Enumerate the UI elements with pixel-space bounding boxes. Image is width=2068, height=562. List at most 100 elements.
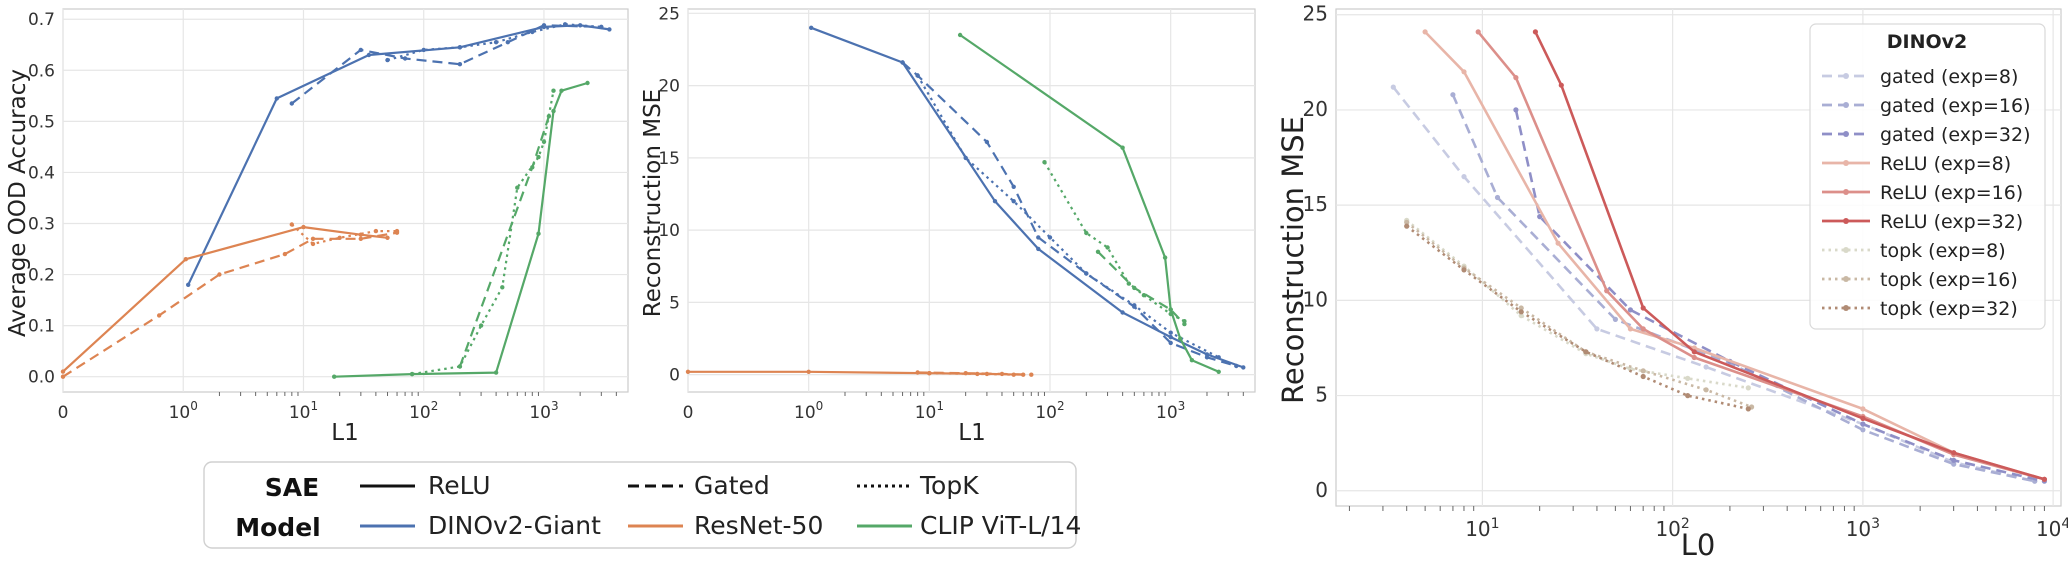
data-point-dinov2-giant-topk (421, 47, 426, 53)
data-point-resnet-50-gated (157, 313, 162, 318)
tick-labels-1: 0.0 0.1 0.2 0.3 0.4 0.5 0.6 0.7 0 100 101 102 103 (28, 10, 617, 423)
data-point-dinov2-giant-relu (274, 96, 279, 101)
data-point-gated-exp-32 (1951, 457, 1957, 463)
data-point-dinov2-giant-topk (1084, 271, 1089, 276)
data-point-gated-exp-32 (1537, 214, 1543, 220)
legend-dinov2: DINOv2 gated (exp=8) gated (exp=16) gated … (1809, 23, 2046, 330)
data-point-topk-exp-8 (1518, 313, 1524, 319)
data-point-dinov2-giant-gated (984, 139, 990, 145)
legend-label-dinov2-giant: DINOv2-Giant (428, 511, 601, 540)
legend-label-gated: Gated (694, 471, 770, 500)
data-point-clip-vit-l-14-gated (530, 165, 535, 170)
data-point-relu-exp-16 (1640, 326, 1646, 332)
x-axis-label-2: L1 (958, 420, 985, 446)
data-point-resnet-50-gated (310, 236, 316, 241)
panel-ood-accuracy: 0.0 0.1 0.2 0.3 0.4 0.5 0.6 0.7 0 100 101 102 103 L1… (5, 8, 629, 446)
data-point-clip-vit-l-14-topk (409, 371, 415, 377)
x-tick-label: 102 (1035, 399, 1064, 423)
series-group-3 (1390, 29, 2047, 484)
y-tick-label: 0.2 (28, 266, 55, 286)
data-point-clip-vit-l-14-gated (1168, 307, 1173, 312)
data-point-clip-vit-l-14-topk (541, 139, 547, 144)
data-point-clip-vit-l-14-relu (585, 80, 590, 86)
y-tick-label: 5 (1315, 383, 1328, 407)
data-point-topk-exp-16 (1640, 368, 1646, 374)
legend-label-relu-exp-32: ReLU (exp=32) (1880, 211, 2023, 233)
data-point-clip-vit-l-14-topk (1168, 311, 1173, 317)
series-line-dinov2-giant-gated (901, 61, 1237, 368)
y-axis-label-1: Average OOD Accuracy (5, 69, 31, 337)
y-tick-label: 20 (1303, 97, 1328, 121)
data-point-dinov2-giant-gated (457, 61, 463, 67)
data-point-clip-vit-l-14-topk (1182, 319, 1187, 324)
y-tick-label: 0.7 (28, 10, 55, 30)
legend-label-clip-vit: CLIP ViT-L/14 (920, 511, 1081, 540)
panel-reconstruction-mse-l0: 0 5 10 15 20 25 101 102 103 104 L0 Reconstruction… (1276, 2, 2068, 562)
x-tick-label: 101 (289, 399, 318, 423)
data-point-dinov2-giant-gated (402, 56, 408, 61)
data-point-topk-exp-16 (1703, 387, 1709, 393)
data-point-clip-vit-l-14-relu (551, 108, 556, 114)
data-point-dinov2-giant-topk (457, 45, 463, 50)
data-point-dinov2-giant-relu (186, 282, 191, 287)
data-point-clip-vit-l-14-relu (1178, 336, 1183, 341)
data-point-clip-vit-l-14-topk (457, 364, 463, 369)
legend-marker-gated-exp-16 (1843, 102, 1849, 108)
legend-header-sae: SAE (265, 473, 319, 502)
y-axis-label-3: Reconstruction MSE (1276, 116, 1310, 404)
data-point-dinov2-giant-topk (562, 22, 568, 27)
data-point-dinov2-giant-relu (366, 52, 372, 58)
y-tick-label: 0.3 (28, 214, 55, 234)
data-point-resnet-50-gated (915, 370, 920, 375)
data-point-clip-vit-l-14-topk (1141, 293, 1147, 298)
data-point-clip-vit-l-14-gated (1095, 249, 1101, 254)
data-point-dinov2-giant-relu (1036, 246, 1041, 252)
data-point-resnet-50-relu (183, 257, 188, 262)
legend-marker-topk-exp-8 (1843, 247, 1849, 253)
data-point-relu-exp-16 (1691, 354, 1697, 361)
data-point-relu-exp-8 (1422, 29, 1428, 35)
series-line-clip-vit-l-14-topk (411, 90, 555, 376)
series-line-resnet-50-gated (62, 231, 398, 378)
data-point-dinov2-giant-topk (1216, 355, 1221, 360)
data-point-topk-exp-32 (1745, 406, 1751, 412)
y-tick-label: 10 (1303, 287, 1328, 311)
y-axis-label-2: Reconstruction MSE (640, 89, 666, 317)
y-tick-label: 15 (1303, 192, 1328, 216)
data-point-relu-exp-16 (1604, 288, 1610, 294)
series-group-2 (685, 25, 1246, 377)
data-point-topk-exp-16 (1404, 219, 1410, 225)
legend-marker-topk-exp-16 (1843, 276, 1849, 282)
data-point-resnet-50-topk (310, 241, 316, 247)
data-point-gated-exp-32 (1860, 421, 1866, 427)
data-point-dinov2-giant-topk (493, 40, 499, 45)
y-tick-label: 20 (658, 77, 680, 97)
data-point-resnet-50-topk (337, 235, 342, 240)
data-point-dinov2-giant-relu (992, 199, 998, 204)
shared-legend: SAE Model ReLU Gated TopK DINOv2-Giant R… (203, 461, 1081, 549)
data-point-dinov2-giant-topk (530, 29, 535, 35)
data-point-dinov2-giant-topk (1011, 199, 1016, 204)
series-line-clip-vit-l-14-topk (1043, 161, 1185, 323)
data-point-resnet-50-relu (60, 369, 66, 374)
data-point-dinov2-giant-relu (809, 25, 814, 30)
data-point-topk-exp-16 (1518, 305, 1524, 311)
legend-marker-relu-exp-16 (1843, 189, 1849, 195)
data-point-clip-vit-l-14-relu (1162, 255, 1168, 260)
data-point-dinov2-giant-topk (599, 24, 604, 30)
data-point-relu-exp-32 (1558, 82, 1564, 88)
data-point-resnet-50-gated (282, 251, 288, 257)
data-point-resnet-50-topk (394, 228, 400, 234)
data-point-resnet-50-gated (217, 272, 222, 277)
data-point-dinov2-giant-topk (1132, 303, 1137, 308)
data-point-gated-exp-16 (1612, 316, 1618, 322)
legend-marker-relu-exp-32 (1843, 218, 1849, 224)
data-point-clip-vit-l-14-topk (500, 285, 505, 290)
data-point-resnet-50-topk (373, 228, 379, 234)
data-point-resnet-50-topk (975, 371, 980, 377)
data-point-resnet-50-gated (358, 236, 363, 241)
data-point-dinov2-giant-gated (1011, 184, 1016, 189)
y-tick-label: 0.0 (28, 368, 55, 388)
data-point-dinov2-giant-topk (1047, 235, 1053, 240)
series-line-dinov2-giant-topk (916, 74, 1220, 359)
